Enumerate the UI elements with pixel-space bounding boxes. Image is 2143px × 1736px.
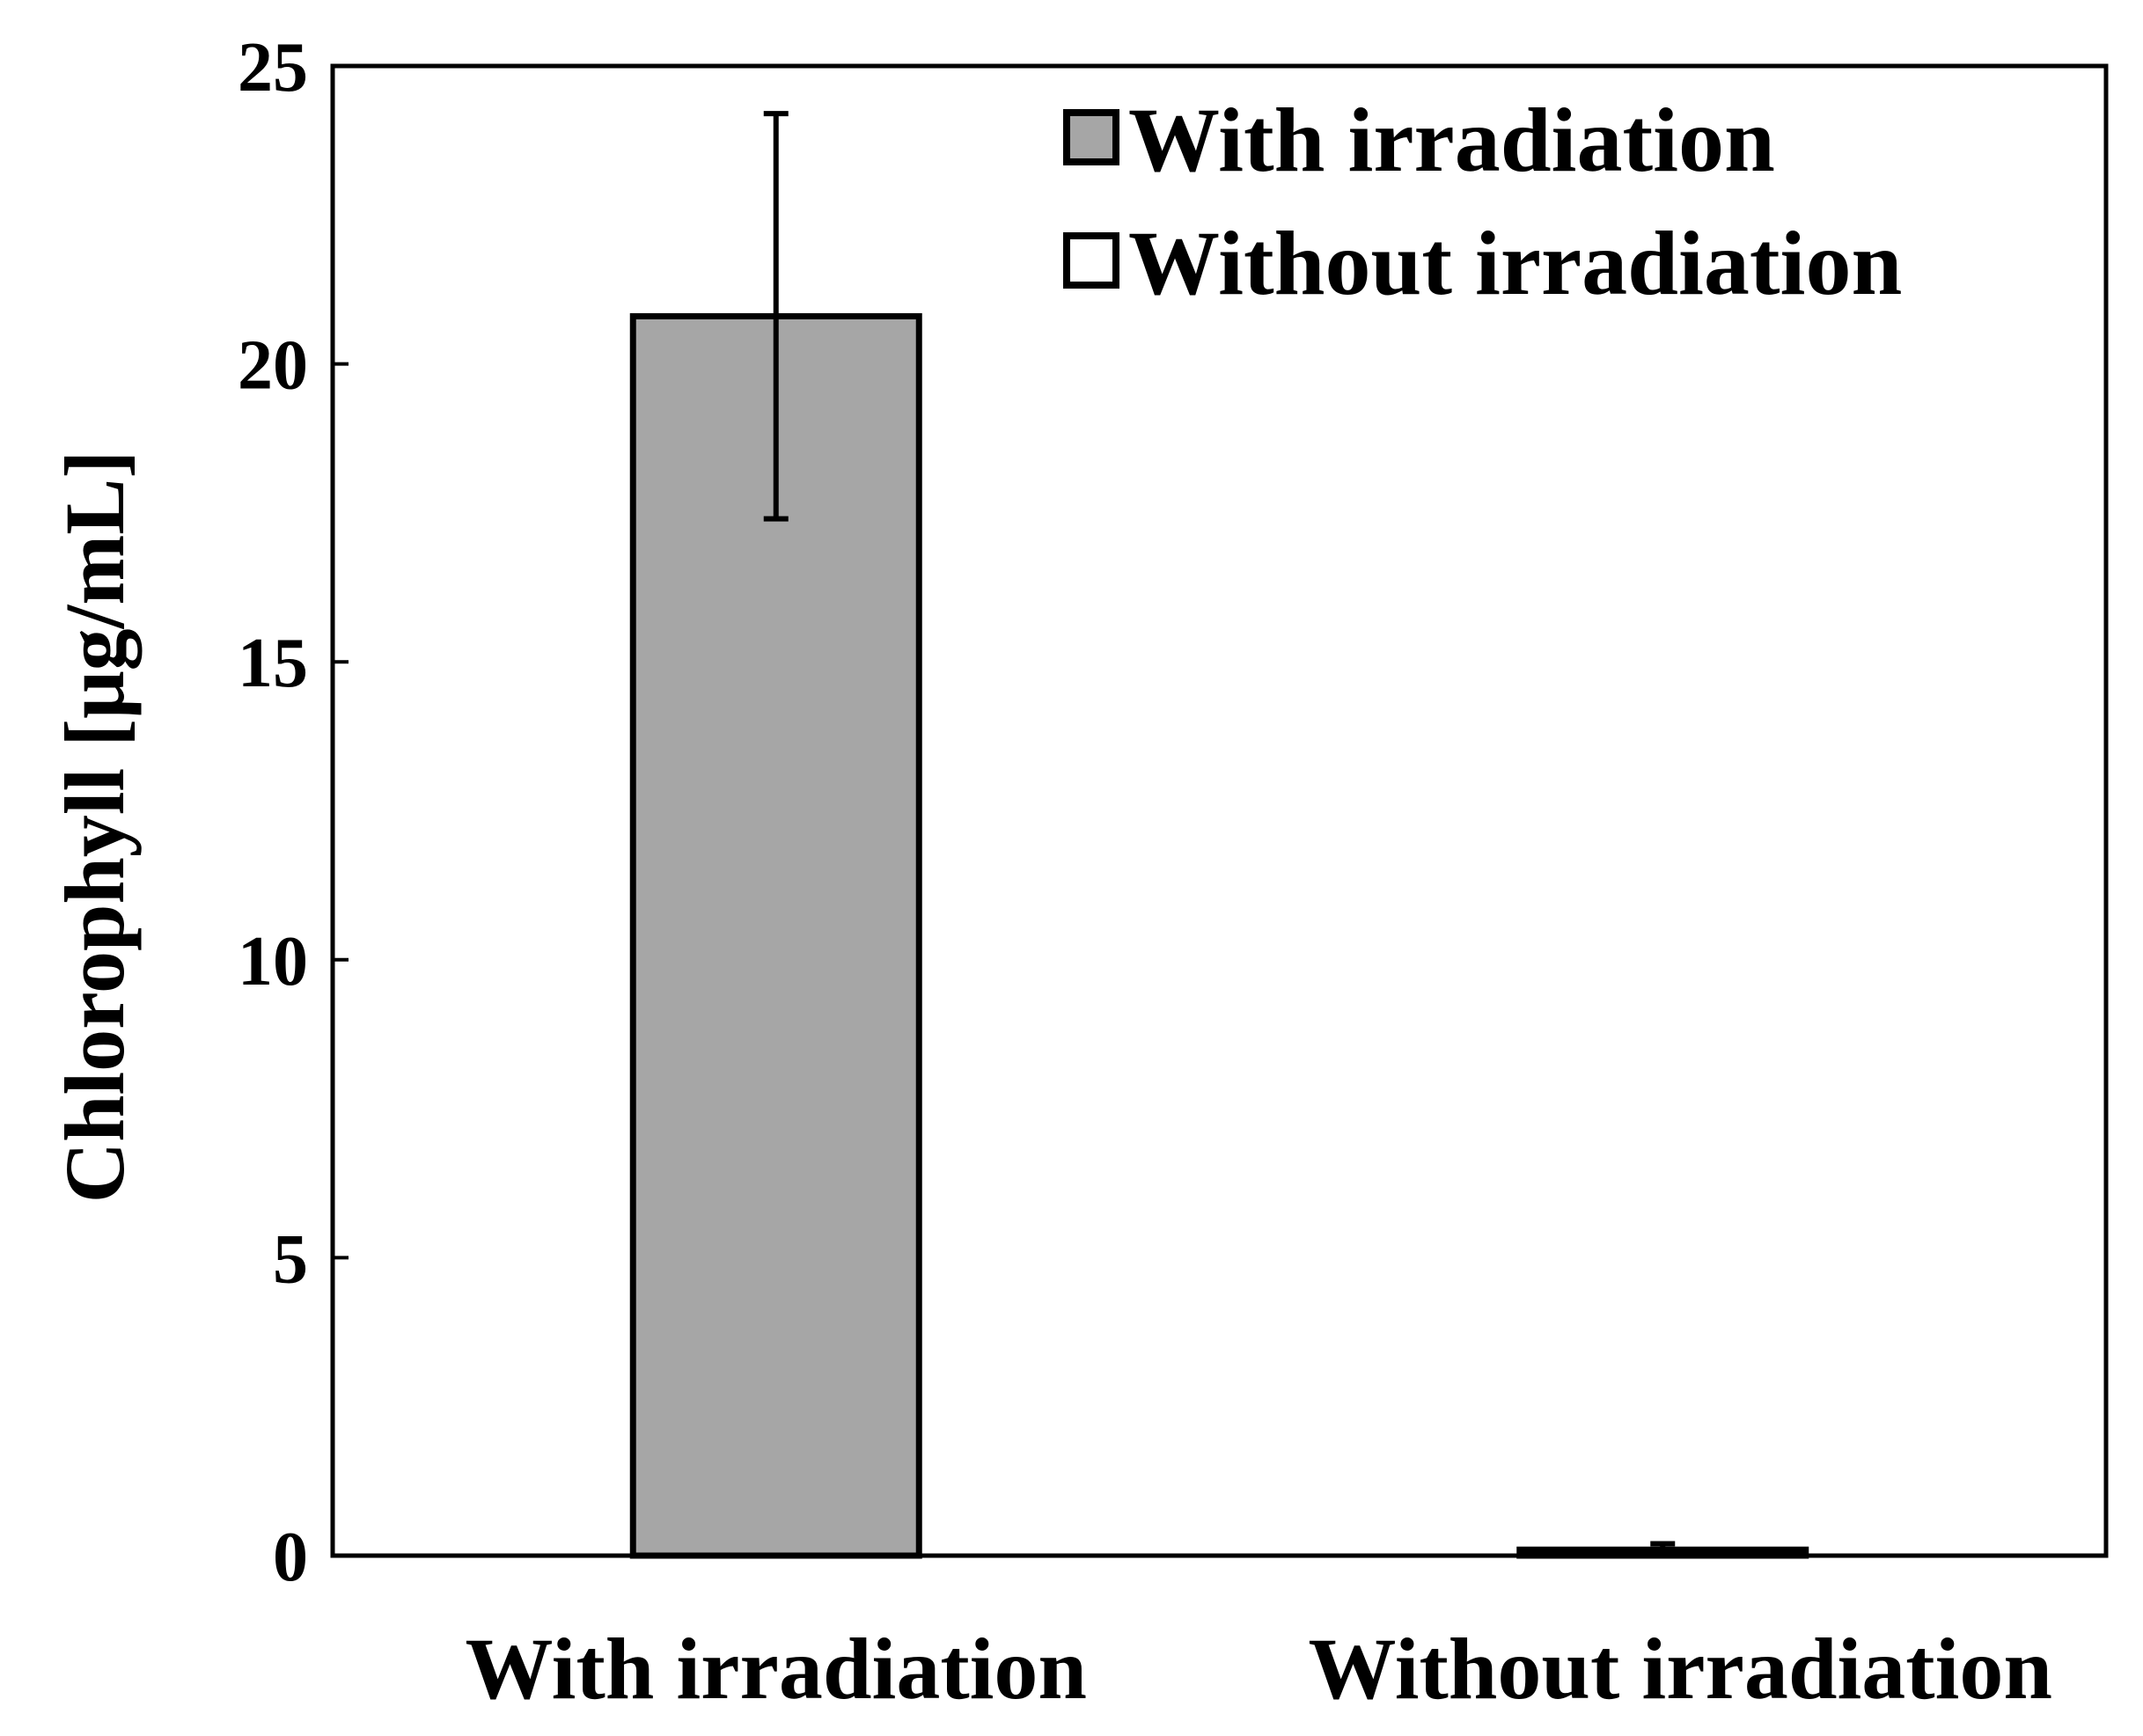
y-axis-ticks xyxy=(333,64,349,1557)
y-axis-title: Chlorophyll [μg/mL] xyxy=(48,450,142,1203)
x-axis-category-labels: With irradiation Without irradiation xyxy=(465,1620,2052,1718)
y-tick-label: 10 xyxy=(238,923,308,1000)
y-tick-label: 0 xyxy=(273,1519,308,1596)
y-tick-label: 25 xyxy=(238,29,308,106)
plot-area-frame xyxy=(330,63,2109,1558)
legend-label: Without irradiation xyxy=(1128,213,1902,314)
x-category-label: Without irradiation xyxy=(1309,1620,2052,1718)
legend-swatch xyxy=(1063,232,1119,289)
legend-label: With irradiation xyxy=(1128,90,1775,191)
x-category-label: With irradiation xyxy=(465,1620,1087,1718)
bar-with-irradiation xyxy=(629,312,922,1559)
y-tick-label: 15 xyxy=(238,625,308,702)
y-axis-tick-labels: 0 5 10 15 20 25 xyxy=(238,29,308,1596)
y-tick-label: 20 xyxy=(238,327,308,405)
legend-swatch xyxy=(1063,109,1119,165)
legend: With irradiation Without irradiation xyxy=(1063,90,1902,314)
y-tick-label: 5 xyxy=(273,1220,308,1298)
bars-layer xyxy=(629,312,1809,1559)
